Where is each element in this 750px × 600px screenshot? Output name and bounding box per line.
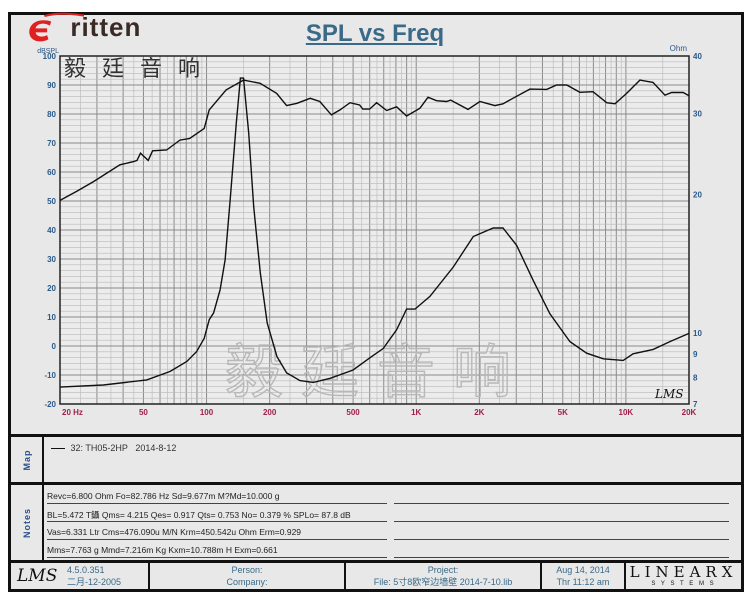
y-tick-label: 40 [47, 226, 56, 235]
y-tick-label: 90 [47, 81, 56, 90]
y-tick-label: -20 [44, 400, 56, 409]
y-tick-label: 0 [52, 342, 57, 351]
logo-chinese-text: 毅廷音响 [64, 57, 217, 82]
x-tick-label: 50 [139, 408, 148, 417]
note-line: Vas=6.331 Ltr Cms=476.090u M/N Krm=450.5… [47, 527, 387, 540]
y2-axis-label: Ohm [670, 44, 688, 53]
version: 4.5.0.351 [67, 565, 105, 575]
plot-border [59, 55, 690, 405]
legend-entry-date: 2014-8-12 [135, 443, 177, 453]
x-tick-label: 100 [200, 408, 214, 417]
map-label: Map [21, 449, 32, 471]
lms-logo: LMS [17, 566, 58, 586]
y-tick-label: 100 [43, 52, 57, 61]
report-date: Aug 14, 2014 [556, 565, 610, 575]
report-time: Thr 11:12 am [556, 577, 610, 587]
company-label: Company: [226, 577, 268, 587]
y-axis-label: dBSPL [37, 48, 59, 55]
map-side-label: Map [11, 437, 44, 483]
x-tick-label: 5K [558, 408, 568, 417]
x-tick-label: 500 [346, 408, 360, 417]
footer-version-cell: LMS 4.5.0.351 二月-12-2005 [11, 563, 150, 589]
logo-e-icon [29, 12, 84, 42]
y-tick-label: 80 [47, 110, 56, 119]
y2-tick-label: 20 [693, 190, 702, 199]
note-line-blank [394, 527, 729, 540]
spl-impedance-chart: 毅廷音响1009080706050403020100-10-2040302010… [37, 44, 702, 417]
note-line: Revc=6.800 Ohm Fo=82.786 Hz Sd=9.677m M?… [47, 491, 387, 504]
notes-label: Notes [21, 507, 32, 539]
note-line: Mms=7.763 g Mmd=7.216m Kg Kxm=10.788m H … [47, 545, 387, 558]
notes-section: Notes Revc=6.800 Ohm Fo=82.786 Hz Sd=9.6… [11, 482, 741, 561]
linearx-brand: LINEARX [629, 563, 738, 581]
project-label: Project: [427, 565, 459, 575]
file-name: File: 5寸8欧窄边墙壁 2014-7-10.lib [373, 577, 513, 587]
notes-side-label: Notes [11, 485, 44, 561]
y2-tick-label: 30 [693, 109, 702, 118]
y2-tick-label: 9 [693, 350, 698, 359]
y2-tick-label: 8 [693, 373, 698, 382]
watermark: 毅廷音响 [225, 338, 529, 406]
x-tick-label: 20 Hz [62, 408, 83, 417]
footer: LMS 4.5.0.351 二月-12-2005 Person: Company… [11, 560, 741, 589]
y-tick-label: 30 [47, 255, 56, 264]
build-date: 二月-12-2005 [67, 577, 122, 587]
y-tick-label: 60 [47, 168, 56, 177]
legend-entry-name: 32: TH05-2HP [70, 443, 128, 453]
logo-brand-text: Eritten [52, 12, 142, 42]
footer-project-cell: Project: File: 5寸8欧窄边墙壁 2014-7-10.lib [346, 563, 542, 589]
legend-line-swatch [51, 448, 65, 450]
x-tick-label: 1K [411, 408, 421, 417]
linearx-logo: LINEARX S Y S T E M S [626, 563, 741, 589]
y-tick-label: 70 [47, 139, 56, 148]
note-line-blank [394, 509, 729, 522]
footer-date-cell: Aug 14, 2014 Thr 11:12 am [542, 563, 626, 589]
chart-title: SPL vs Freq [305, 20, 445, 47]
y-tick-label: 20 [47, 284, 56, 293]
brand-logo: Eritten [24, 12, 174, 46]
x-tick-label: 10K [619, 408, 634, 417]
y-tick-label: -10 [44, 371, 56, 380]
note-line: BL=5.472 T鑷 Qms= 4.215 Qes= 0.917 Qts= 0… [47, 509, 387, 522]
x-tick-label: 200 [263, 408, 277, 417]
map-section: Map 32: TH05-2HP 2014-8-12 [11, 434, 741, 483]
y2-tick-label: 7 [693, 400, 698, 409]
y-tick-label: 10 [47, 313, 56, 322]
spl-curve [59, 79, 690, 202]
y2-tick-label: 10 [693, 329, 702, 338]
footer-person-cell: Person: Company: [150, 563, 346, 589]
impedance-curve [59, 77, 690, 388]
note-line-blank [394, 545, 729, 558]
y2-tick-label: 40 [693, 52, 702, 61]
x-tick-label: 2K [474, 408, 484, 417]
x-tick-label: 20K [682, 408, 697, 417]
lms-corner-mark: LMS [654, 387, 683, 401]
linearx-systems: S Y S T E M S [651, 581, 716, 587]
person-label: Person: [231, 565, 263, 575]
note-line-blank [394, 491, 729, 504]
legend-entry[interactable]: 32: TH05-2HP 2014-8-12 [51, 443, 176, 453]
y-tick-label: 50 [47, 197, 56, 206]
